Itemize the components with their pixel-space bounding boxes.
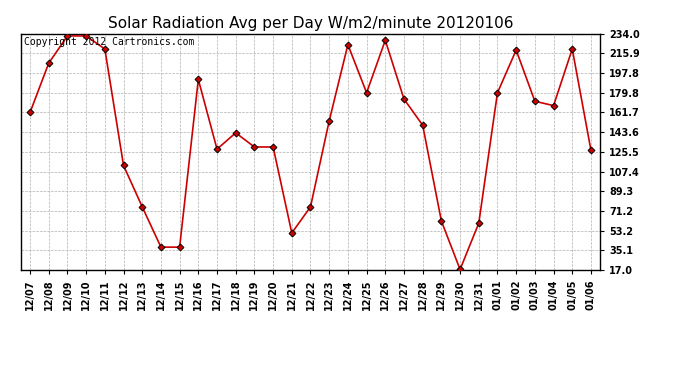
Text: Copyright 2012 Cartronics.com: Copyright 2012 Cartronics.com <box>23 37 194 47</box>
Title: Solar Radiation Avg per Day W/m2/minute 20120106: Solar Radiation Avg per Day W/m2/minute … <box>108 16 513 31</box>
